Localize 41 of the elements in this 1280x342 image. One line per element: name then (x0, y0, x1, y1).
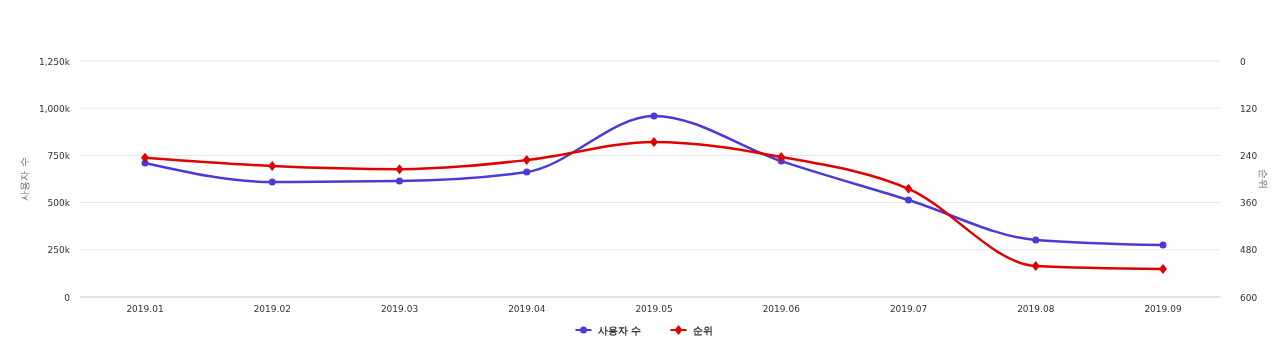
y2-tick-label: 120 (1240, 103, 1258, 114)
point (904, 183, 913, 194)
point (905, 196, 912, 204)
point (268, 178, 276, 186)
y2-tick-label: 480 (1240, 245, 1258, 256)
x-tick-label: 2019.09 (1144, 304, 1182, 314)
y-axis-title: 사용자 수 (19, 157, 30, 201)
point (777, 151, 786, 162)
legend-label: 사용자 수 (597, 325, 641, 336)
x-tick-label: 2019.03 (380, 304, 419, 314)
x-tick-label: 2019.02 (253, 304, 291, 314)
y2-axis-title: 순위 (1258, 169, 1269, 189)
point (268, 161, 277, 172)
point (650, 112, 658, 120)
point (1159, 241, 1167, 249)
y2-tick-label: 600 (1240, 292, 1258, 303)
point (1159, 264, 1167, 275)
y2-tick-label: 360 (1240, 198, 1258, 209)
point (395, 164, 404, 175)
point (396, 177, 403, 185)
y-tick-label: 750k (47, 150, 71, 161)
point (523, 168, 531, 176)
x-tick-label: 2019.05 (635, 304, 673, 314)
legend-label: 순위 (692, 325, 713, 336)
y2-tick-label: 0 (1240, 56, 1246, 67)
y-tick-label: 1,000k (39, 103, 71, 114)
y-tick-label: 1,250k (39, 56, 71, 67)
x-tick-label: 2019.08 (1017, 304, 1055, 314)
point (141, 152, 149, 163)
point (522, 155, 531, 166)
y2-tick-label: 240 (1240, 150, 1258, 161)
x-tick-label: 2019.07 (889, 304, 928, 314)
point (1031, 260, 1040, 271)
x-tick-label: 2019.01 (126, 304, 164, 314)
point (1032, 236, 1040, 244)
y-tick-label: 0 (64, 292, 71, 303)
point (650, 137, 658, 148)
x-tick-label: 2019.04 (508, 304, 546, 314)
x-tick-label: 2019.06 (762, 304, 801, 314)
y-tick-label: 500k (47, 198, 71, 209)
y-tick-label: 250k (47, 245, 71, 256)
